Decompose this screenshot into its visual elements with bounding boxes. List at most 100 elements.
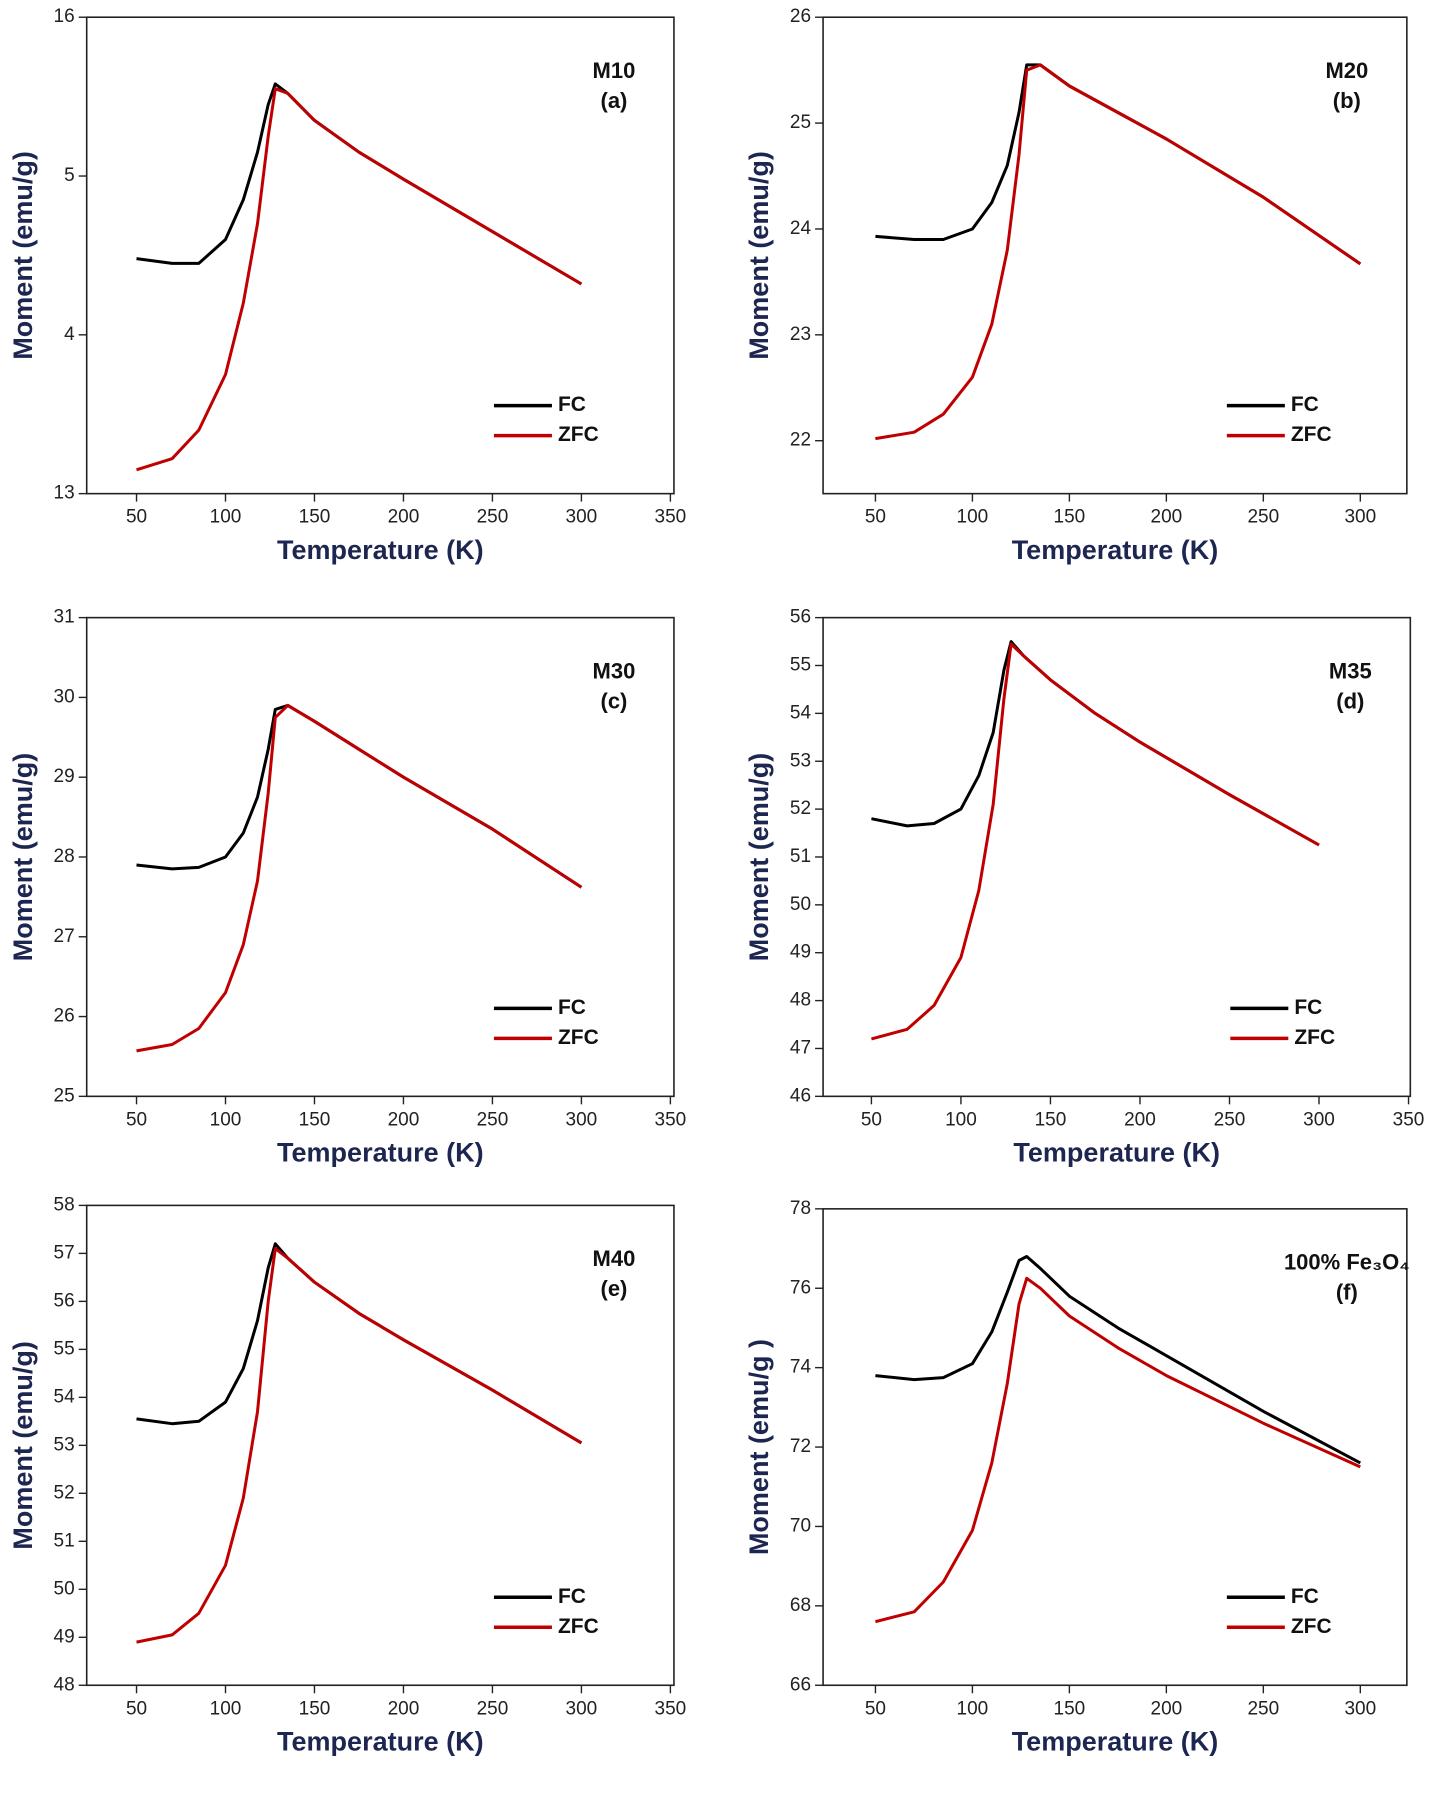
- y-tick-label: 26: [790, 6, 811, 27]
- legend-label: ZFC: [1291, 423, 1332, 446]
- y-tick-label: 23: [790, 324, 811, 345]
- legend-label: ZFC: [558, 423, 599, 446]
- x-tick-label: 100: [957, 1698, 989, 1719]
- x-axis-label: Temperature (K): [1012, 1726, 1219, 1756]
- y-tick-label: 49: [790, 942, 811, 963]
- y-tick-label: 29: [54, 766, 75, 787]
- legend-label: FC: [1291, 1585, 1319, 1608]
- legend-label: ZFC: [1294, 1026, 1335, 1049]
- annotation: (d): [1336, 688, 1364, 713]
- y-axis-label: Moment (emu/g ): [744, 1339, 774, 1555]
- x-tick-label: 300: [1344, 1698, 1376, 1719]
- plot-frame: [822, 16, 1408, 495]
- y-axis-label: Moment (emu/g): [8, 753, 38, 962]
- series-line: [136, 87, 583, 472]
- legend-label: ZFC: [558, 1615, 599, 1638]
- legend-label: FC: [558, 393, 586, 416]
- x-axis-label: Temperature (K): [277, 535, 484, 565]
- series-line: [136, 703, 583, 1053]
- plot-frame: [85, 16, 675, 495]
- y-tick-label: 72: [790, 1436, 811, 1457]
- y-tick-label: 25: [790, 112, 811, 133]
- y-tick-label: 50: [54, 1578, 75, 1599]
- y-tick-label: 26: [54, 1006, 75, 1027]
- series-line: [871, 640, 1320, 847]
- annotation: (c): [601, 688, 628, 713]
- x-tick-label: 200: [388, 1698, 420, 1719]
- x-tick-label: 100: [210, 507, 242, 528]
- y-tick-label: 30: [54, 686, 75, 707]
- y-tick-label: 16: [54, 6, 75, 27]
- y-tick-label: 56: [54, 1290, 75, 1311]
- y-tick-label: 53: [790, 750, 811, 771]
- y-tick-label: 54: [54, 1386, 76, 1407]
- x-tick-label: 100: [945, 1109, 977, 1130]
- x-axis-label: Temperature (K): [1012, 535, 1219, 565]
- panel: 50 100 150 200 250 300 22 23 24 25 26 Temperature (…: [744, 6, 1408, 565]
- series-line: [136, 1242, 583, 1445]
- y-tick-label: 46: [790, 1085, 811, 1106]
- series-line: [875, 63, 1362, 266]
- y-tick-label: 56: [790, 607, 811, 628]
- y-tick-label: 55: [790, 655, 811, 676]
- x-axis-label: Temperature (K): [277, 1726, 484, 1756]
- x-tick-label: 50: [865, 1698, 886, 1719]
- x-tick-label: 250: [477, 507, 509, 528]
- x-tick-label: 350: [655, 507, 687, 528]
- y-tick-label: 22: [790, 430, 811, 451]
- x-tick-label: 150: [299, 1698, 331, 1719]
- x-tick-label: 350: [655, 1698, 687, 1719]
- annotation: M30: [593, 658, 636, 683]
- legend-label: FC: [558, 996, 586, 1019]
- y-tick-label: 52: [54, 1482, 75, 1503]
- y-tick-label: 76: [790, 1277, 811, 1298]
- legend-label: ZFC: [558, 1026, 599, 1049]
- x-tick-label: 200: [388, 1109, 420, 1130]
- annotation: M35: [1329, 658, 1372, 683]
- x-tick-label: 100: [957, 507, 989, 528]
- panel: 50 100 150 200 250 300 350 25 26 27 28 29 30 31 Temper…: [8, 607, 686, 1168]
- y-tick-label: 4: [64, 324, 75, 345]
- x-tick-label: 150: [299, 1109, 331, 1130]
- y-tick-label: 50: [790, 894, 811, 915]
- plot-frame: [85, 616, 675, 1098]
- y-tick-label: 27: [54, 926, 75, 947]
- x-tick-label: 150: [1054, 507, 1086, 528]
- x-tick-label: 200: [388, 507, 420, 528]
- x-tick-label: 50: [865, 507, 886, 528]
- plot-frame: [85, 1204, 675, 1687]
- y-tick-label: 51: [790, 846, 811, 867]
- x-tick-label: 300: [1344, 507, 1376, 528]
- x-tick-label: 200: [1151, 1698, 1183, 1719]
- y-tick-label: 51: [54, 1530, 75, 1551]
- y-tick-label: 31: [54, 607, 75, 628]
- y-tick-label: 13: [54, 483, 75, 504]
- y-tick-label: 25: [54, 1085, 75, 1106]
- y-tick-label: 5: [64, 165, 75, 186]
- x-tick-label: 200: [1151, 507, 1183, 528]
- panel: 50 100 150 200 250 300 350 48 49 50 51 52 53 54 55 56 57…: [8, 1194, 686, 1756]
- x-tick-label: 150: [1054, 1698, 1086, 1719]
- annotation: (a): [601, 88, 628, 113]
- x-axis-label: Temperature (K): [277, 1137, 484, 1167]
- legend-label: FC: [1291, 393, 1319, 416]
- series-line: [871, 642, 1320, 1041]
- x-tick-label: 250: [477, 1698, 509, 1719]
- y-tick-label: 48: [790, 990, 811, 1011]
- x-tick-label: 300: [566, 507, 598, 528]
- annotation: (f): [1336, 1280, 1358, 1305]
- x-tick-label: 350: [1393, 1109, 1425, 1130]
- y-tick-label: 48: [54, 1674, 75, 1695]
- legend-label: FC: [1294, 996, 1322, 1019]
- x-tick-label: 250: [1214, 1109, 1246, 1130]
- legend-label: FC: [558, 1585, 586, 1608]
- y-tick-label: 28: [54, 846, 75, 867]
- panel: 50 100 150 200 250 300 66 68 70 72 74 76 78 Temperatu…: [744, 1198, 1410, 1757]
- y-tick-label: 78: [790, 1198, 811, 1219]
- x-tick-label: 150: [299, 507, 331, 528]
- panel: 50 100 150 200 250 300 350 13 4 5 16 Temperature (K…: [8, 6, 686, 565]
- y-tick-label: 58: [54, 1194, 75, 1215]
- x-tick-label: 300: [1303, 1109, 1335, 1130]
- y-tick-label: 66: [790, 1674, 811, 1695]
